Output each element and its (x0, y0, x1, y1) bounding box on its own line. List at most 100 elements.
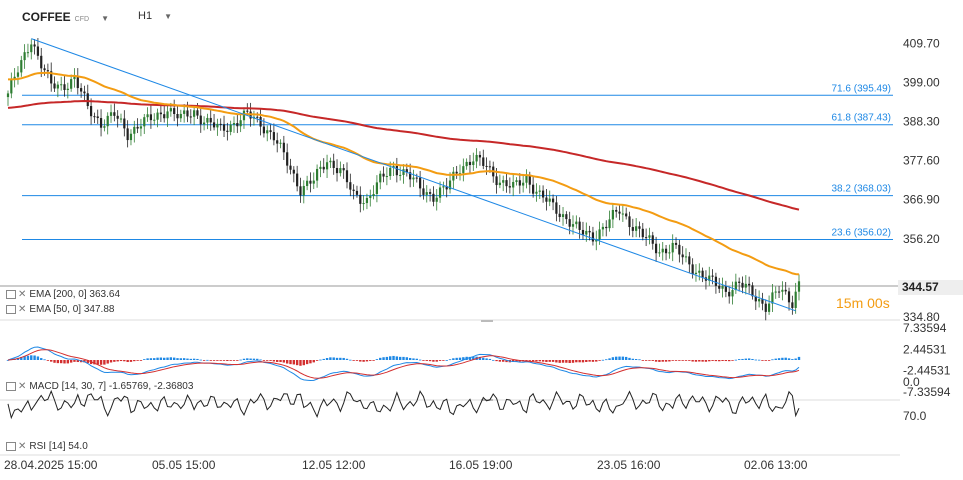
candle-body[interactable] (325, 162, 329, 170)
candle-body[interactable] (166, 111, 169, 119)
candle-body[interactable] (216, 123, 219, 128)
candle-body[interactable] (761, 299, 764, 304)
indicator-ema50[interactable]: ✕ EMA [50, 0] 347.88 (6, 304, 114, 315)
candle-body[interactable] (60, 84, 63, 86)
candle-body[interactable] (598, 229, 601, 240)
candle-body[interactable] (139, 126, 143, 129)
candle-body[interactable] (312, 180, 315, 184)
candle-body[interactable] (548, 198, 551, 202)
candle-body[interactable] (379, 173, 382, 183)
candle-body[interactable] (551, 198, 555, 203)
candle-body[interactable] (645, 237, 648, 239)
candle-body[interactable] (784, 289, 787, 292)
candle-body[interactable] (724, 286, 727, 292)
candle-body[interactable] (575, 221, 578, 225)
candle-body[interactable] (658, 252, 661, 254)
candle-body[interactable] (369, 195, 372, 198)
candle-body[interactable] (109, 112, 113, 116)
candle-body[interactable] (23, 52, 26, 61)
candle-body[interactable] (86, 93, 89, 107)
candle-body[interactable] (246, 110, 249, 112)
candle-body[interactable] (748, 283, 751, 286)
candle-body[interactable] (625, 213, 628, 217)
candle-body[interactable] (176, 114, 179, 119)
settings-icon[interactable] (6, 289, 16, 299)
settings-icon[interactable] (6, 441, 16, 451)
candle-body[interactable] (734, 281, 737, 291)
candle-body[interactable] (146, 114, 149, 118)
candle-body[interactable] (495, 176, 498, 186)
candle-body[interactable] (153, 119, 156, 121)
candle-body[interactable] (478, 154, 482, 158)
candle-body[interactable] (99, 118, 103, 128)
candle-body[interactable] (53, 83, 56, 89)
candle-body[interactable] (409, 172, 412, 180)
indicator-macd[interactable]: ✕ MACD [14, 30, 7] -1.65769, -2.36803 (6, 381, 193, 392)
candle-body[interactable] (365, 197, 369, 204)
candle-body[interactable] (309, 180, 312, 184)
candle-body[interactable] (266, 130, 269, 134)
candle-body[interactable] (508, 186, 511, 188)
candle-body[interactable] (276, 140, 279, 144)
candle-body[interactable] (528, 175, 531, 185)
candle-body[interactable] (445, 186, 448, 190)
candle-body[interactable] (89, 106, 93, 117)
candle-body[interactable] (289, 165, 292, 170)
candle-body[interactable] (173, 108, 176, 115)
candle-body[interactable] (608, 219, 611, 229)
candle-body[interactable] (635, 226, 638, 231)
candle-body[interactable] (339, 168, 342, 174)
candle-body[interactable] (306, 180, 309, 186)
candle-body[interactable] (621, 213, 624, 215)
candle-body[interactable] (116, 115, 119, 119)
candle-body[interactable] (292, 169, 295, 174)
candle-body[interactable] (515, 180, 518, 183)
candle-body[interactable] (615, 209, 618, 212)
candle-body[interactable] (209, 117, 212, 123)
candle-body[interactable] (296, 173, 299, 187)
candle-body[interactable] (738, 281, 741, 283)
candle-body[interactable] (96, 116, 99, 119)
candle-body[interactable] (601, 226, 605, 230)
candle-body[interactable] (359, 194, 362, 204)
candle-body[interactable] (432, 193, 435, 202)
candle-body[interactable] (196, 110, 199, 116)
close-icon[interactable]: ✕ (18, 289, 27, 300)
candle-body[interactable] (382, 173, 385, 177)
candle-body[interactable] (256, 116, 259, 118)
candle-body[interactable] (136, 126, 139, 129)
candle-body[interactable] (711, 275, 714, 277)
candle-body[interactable] (362, 203, 365, 205)
candle-body[interactable] (428, 192, 432, 194)
candle-body[interactable] (279, 142, 282, 144)
candle-body[interactable] (541, 190, 545, 198)
candle-body[interactable] (36, 46, 40, 56)
rsi-line[interactable] (7, 389, 800, 420)
candle-body[interactable] (512, 182, 515, 188)
candle-body[interactable] (133, 126, 136, 134)
close-icon[interactable]: ✕ (18, 304, 27, 315)
candle-body[interactable] (219, 123, 222, 125)
candle-body[interactable] (319, 166, 322, 169)
candle-body[interactable] (611, 209, 614, 220)
candle-body[interactable] (335, 167, 339, 174)
candle-body[interactable] (163, 114, 166, 119)
pane-resize-handle[interactable] (481, 320, 493, 322)
candle-body[interactable] (465, 161, 468, 167)
candle-body[interactable] (156, 112, 159, 120)
candle-body[interactable] (664, 248, 668, 254)
candle-body[interactable] (399, 174, 402, 176)
candle-body[interactable] (419, 177, 422, 189)
candle-body[interactable] (332, 160, 335, 168)
candle-body[interactable] (781, 289, 784, 292)
candle-body[interactable] (183, 110, 186, 114)
candle-body[interactable] (186, 110, 189, 117)
candle-body[interactable] (425, 192, 428, 195)
candle-body[interactable] (66, 88, 69, 91)
candle-body[interactable] (143, 117, 146, 127)
ema200-line[interactable] (7, 99, 800, 211)
candle-body[interactable] (777, 291, 781, 293)
candle-body[interactable] (342, 168, 345, 171)
candle-body[interactable] (638, 226, 641, 229)
